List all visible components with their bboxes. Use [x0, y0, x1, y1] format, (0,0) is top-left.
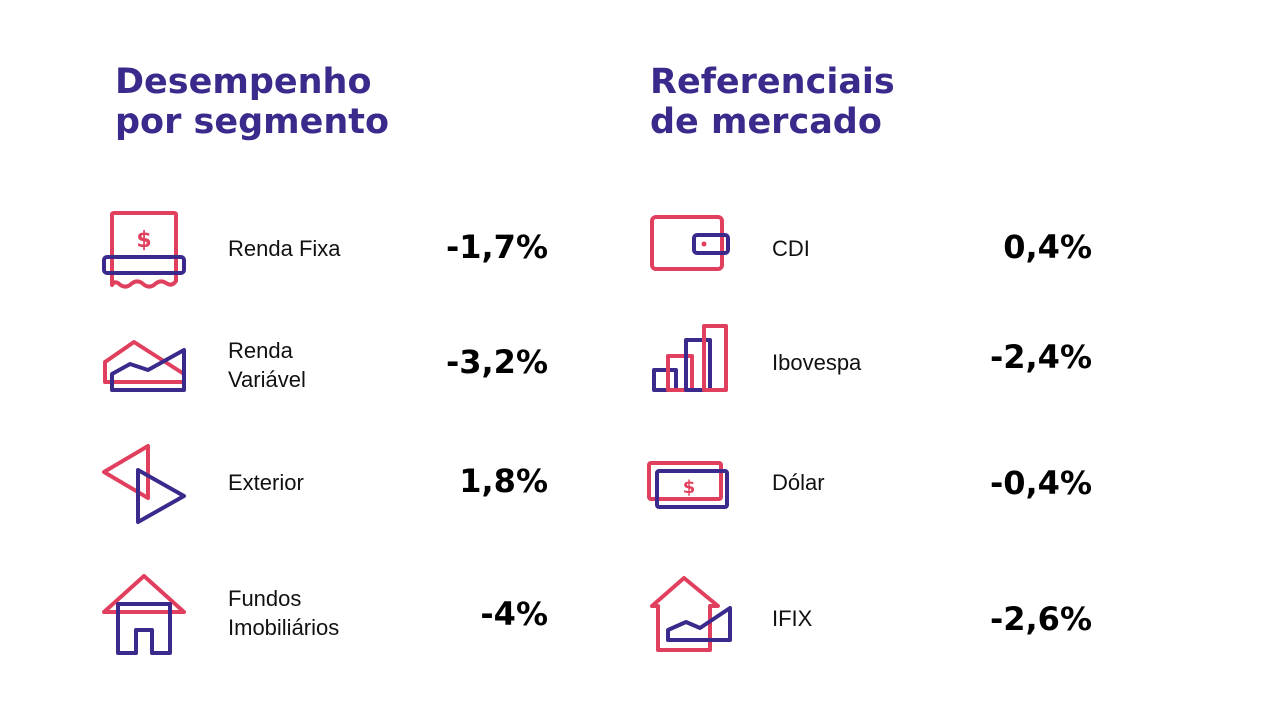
renda-fixa-value: -1,7%: [445, 228, 548, 266]
banknotes-icon: $: [645, 455, 735, 545]
market-benchmarks-title: Referenciais de mercado: [650, 62, 895, 142]
arrows-icon: [100, 440, 190, 530]
wallet-icon: [648, 205, 738, 295]
renda-variavel-label: Renda Variável: [228, 338, 306, 392]
exterior-value: 1,8%: [459, 462, 548, 500]
ifix-label: IFIX: [772, 606, 813, 631]
bar-chart-icon: [648, 322, 738, 412]
svg-text:$: $: [136, 228, 151, 253]
area-chart-icon: [100, 330, 190, 420]
fundos-imobiliarios-value: -4%: [480, 595, 548, 633]
ibovespa-value: -2,4%: [989, 338, 1092, 376]
house-chart-icon: [648, 570, 738, 660]
dolar-value: -0,4%: [989, 464, 1092, 502]
renda-variavel-value: -3,2%: [445, 343, 548, 381]
renda-fixa-label: Renda Fixa: [228, 236, 341, 261]
house-icon: [100, 568, 190, 658]
svg-text:$: $: [683, 477, 696, 498]
exterior-label: Exterior: [228, 470, 304, 495]
segment-performance-title: Desempenho por segmento: [115, 62, 390, 142]
fundos-imobiliarios-label: Fundos Imobiliários: [228, 586, 340, 640]
cdi-value: 0,4%: [1003, 228, 1092, 266]
dolar-label: Dólar: [772, 470, 825, 495]
ifix-value: -2,6%: [989, 600, 1092, 638]
ibovespa-label: Ibovespa: [772, 350, 862, 375]
cdi-label: CDI: [772, 236, 810, 261]
receipt-dollar-icon: $: [100, 205, 190, 295]
